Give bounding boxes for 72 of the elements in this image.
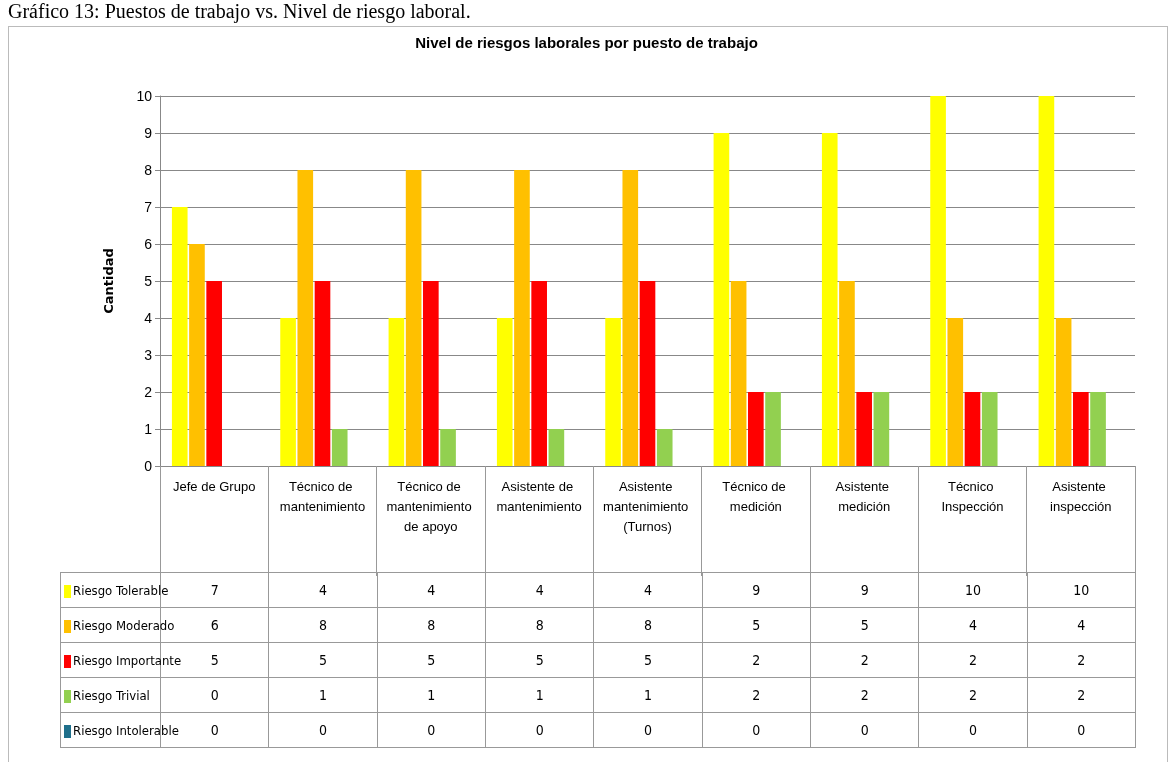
y-tick-label: 4 bbox=[144, 310, 153, 326]
data-label: 4 bbox=[918, 607, 1028, 643]
legend-label: Riesgo Moderado bbox=[72, 616, 175, 635]
x-tick-label: Técnico de medición bbox=[722, 478, 790, 514]
data-label: 5 bbox=[268, 642, 378, 678]
y-tick-label: 1 bbox=[144, 421, 153, 437]
x-tick-label: Asistente mantenimiento (Turnos) bbox=[603, 478, 692, 534]
data-label: 1 bbox=[485, 677, 594, 713]
data-label: 0 bbox=[377, 712, 486, 748]
x-tick-label: Técnico Inspección bbox=[941, 478, 1004, 514]
x-tick-label: Jefe de Grupo bbox=[172, 478, 256, 494]
data-label: 5 bbox=[485, 642, 594, 678]
data-label: 4 bbox=[593, 572, 703, 608]
x-tick-label: Asistente medición bbox=[835, 478, 893, 514]
data-label: 2 bbox=[810, 677, 919, 713]
legend-label: Riesgo Trivial bbox=[60, 677, 161, 713]
data-label: 5 bbox=[210, 652, 219, 668]
data-label: 2 bbox=[702, 677, 811, 713]
data-label: 2 bbox=[1027, 642, 1136, 678]
data-label: 4 bbox=[1027, 607, 1136, 643]
data-label: 0 bbox=[485, 712, 594, 748]
x-tick-label: Asistente inspección bbox=[1050, 478, 1112, 514]
data-label: 0 bbox=[918, 712, 1028, 748]
legend-label: Riesgo Tolerable bbox=[72, 581, 169, 600]
data-label: 7 bbox=[210, 582, 219, 598]
x-tick-label: Técnico de mantenimiento bbox=[279, 478, 366, 514]
data-label: 5 bbox=[702, 607, 811, 643]
data-label: 2 bbox=[810, 642, 919, 678]
data-label: 8 bbox=[593, 607, 703, 643]
data-label: 2 bbox=[918, 642, 1028, 678]
y-axis-title: Cantidad bbox=[101, 248, 116, 314]
data-label: 0 bbox=[810, 712, 919, 748]
y-tick-label: 5 bbox=[144, 273, 153, 289]
data-label: 0 bbox=[1027, 712, 1136, 748]
data-label: 8 bbox=[268, 607, 378, 643]
data-label: 0 bbox=[702, 712, 811, 748]
data-label: 4 bbox=[268, 572, 378, 608]
x-tick-label: Asistente de mantenimiento bbox=[496, 478, 582, 514]
y-tick-label: 3 bbox=[144, 347, 153, 363]
y-tick-label: 0 bbox=[144, 458, 153, 474]
data-label: 6 bbox=[210, 617, 219, 633]
data-label: 2 bbox=[1027, 677, 1136, 713]
data-label: 5 bbox=[810, 607, 919, 643]
data-label: 9 bbox=[810, 572, 919, 608]
data-label: 2 bbox=[702, 642, 811, 678]
data-label: 10 bbox=[918, 572, 1028, 608]
data-label: 2 bbox=[918, 677, 1028, 713]
data-label: 8 bbox=[377, 607, 486, 643]
legend-label: Riesgo Intolerable bbox=[72, 721, 179, 740]
data-label: 8 bbox=[485, 607, 594, 643]
x-tick-label: Técnico de mantenimiento de apoyo bbox=[386, 478, 476, 534]
chart-title: Nivel de riesgos laborales por puesto de trabajo bbox=[415, 34, 758, 51]
data-label: 0 bbox=[268, 712, 378, 748]
y-tick-label: 8 bbox=[144, 162, 153, 178]
data-label: 5 bbox=[593, 642, 703, 678]
y-tick-label: 2 bbox=[144, 384, 153, 400]
data-label: 1 bbox=[268, 677, 378, 713]
data-label: 1 bbox=[593, 677, 703, 713]
y-tick-label: 6 bbox=[144, 236, 153, 252]
data-label: 10 bbox=[1027, 572, 1136, 608]
data-label: 4 bbox=[377, 572, 486, 608]
data-label: 0 bbox=[593, 712, 703, 748]
data-label: 4 bbox=[485, 572, 594, 608]
y-tick-label: 9 bbox=[144, 125, 153, 141]
y-tick-label: 10 bbox=[136, 88, 153, 104]
data-label: 0 bbox=[210, 722, 219, 738]
text: Gráfico 13: Puestos de trabajo vs. Nivel de riesgo laboral. bbox=[8, 0, 471, 23]
legend-label: Riesgo Importante bbox=[72, 651, 182, 670]
data-label: 9 bbox=[702, 572, 811, 608]
data-label: 5 bbox=[377, 642, 486, 678]
data-label: 1 bbox=[377, 677, 486, 713]
y-tick-label: 7 bbox=[144, 199, 153, 215]
